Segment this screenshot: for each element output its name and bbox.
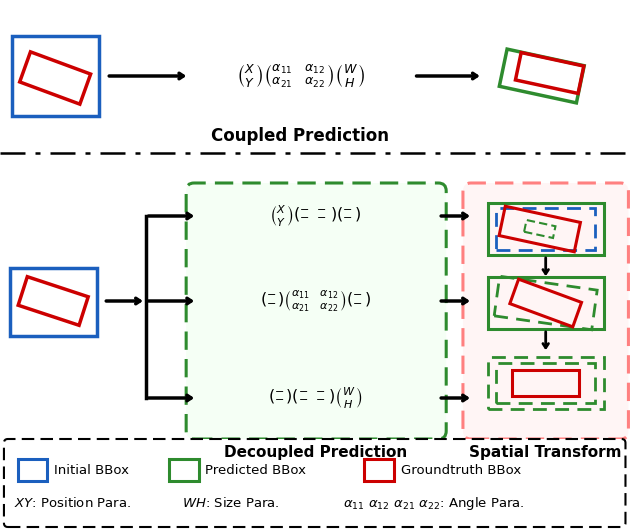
Text: Initial BBox: Initial BBox [54, 464, 129, 476]
Bar [18, 459, 47, 481]
Text: $\binom{X}{Y}\binom{\alpha_{11}\quad\alpha_{12}}{\alpha_{21}\quad\alpha_{22}}\bi: $\binom{X}{Y}\binom{\alpha_{11}\quad\alp… [236, 63, 365, 90]
Text: $\binom{-}{-}\binom{\alpha_{11}\quad\alpha_{12}}{\alpha_{21}\quad\alpha_{22}}\bi: $\binom{-}{-}\binom{\alpha_{11}\quad\alp… [260, 288, 371, 313]
Text: $\binom{X}{Y}\binom{-\enspace -}{-\enspace -}\binom{-}{-}$: $\binom{X}{Y}\binom{-\enspace -}{-\enspa… [269, 203, 361, 228]
Bar [364, 459, 394, 481]
Text: Coupled Prediction: Coupled Prediction [211, 127, 389, 145]
Text: Decoupled Prediction: Decoupled Prediction [223, 446, 407, 460]
Text: Predicted BBox: Predicted BBox [205, 464, 306, 476]
Bar [170, 459, 199, 481]
Bar [497, 208, 595, 250]
FancyBboxPatch shape [4, 439, 625, 527]
Text: Groundtruth BBox: Groundtruth BBox [401, 464, 521, 476]
Bar [10, 268, 97, 336]
Bar [12, 36, 99, 116]
Bar [488, 277, 604, 329]
Bar [488, 203, 604, 255]
Text: $\mathit{XY}$: Position Para.: $\mathit{XY}$: Position Para. [14, 496, 131, 510]
Text: $\alpha_{11}\ \alpha_{12}\ \alpha_{21}\ \alpha_{22}$: Angle Para.: $\alpha_{11}\ \alpha_{12}\ \alpha_{21}\ … [343, 494, 524, 511]
Text: $\binom{-}{-}\binom{-\enspace -}{-\enspace -}\binom{W}{H}$: $\binom{-}{-}\binom{-\enspace -}{-\enspa… [268, 386, 362, 410]
Text: Spatial Transform: Spatial Transform [469, 446, 622, 460]
Text: $\mathit{WH}$: Size Para.: $\mathit{WH}$: Size Para. [182, 496, 280, 510]
FancyBboxPatch shape [463, 183, 628, 439]
FancyBboxPatch shape [186, 183, 446, 439]
